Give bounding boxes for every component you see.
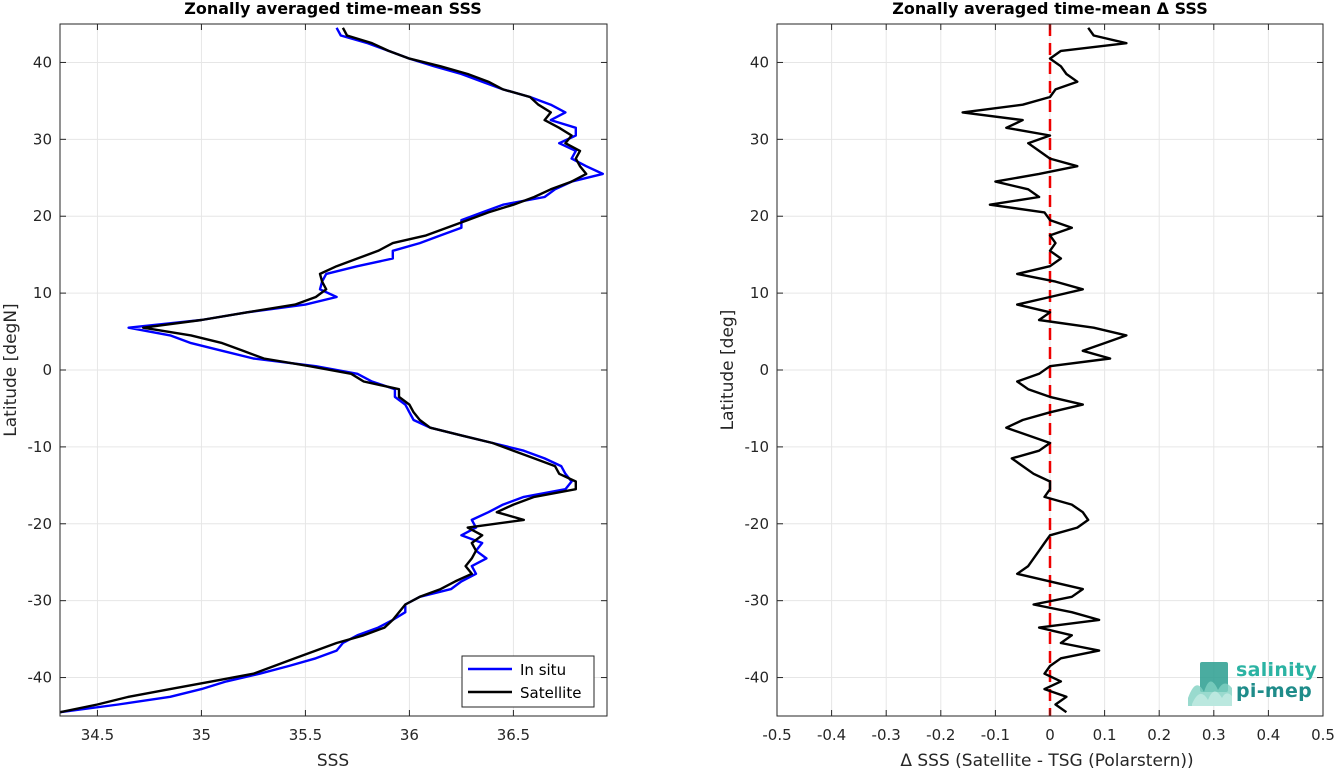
y-tick-label: -10 (28, 438, 53, 456)
logo-text-pi-mep: pi-mep (1236, 680, 1313, 702)
y-axis-label: Latitude [deg] (718, 310, 738, 431)
x-tick-label: 34.5 (81, 726, 114, 744)
salinity-pi-mep-logo: salinity pi-mep (1186, 658, 1326, 708)
x-tick-label: 35 (192, 726, 211, 744)
x-tick-label: -0.5 (762, 726, 791, 744)
x-tick-label: 0.1 (1093, 726, 1117, 744)
y-tick-label: 20 (33, 207, 52, 225)
y-tick-label: -30 (28, 592, 53, 610)
x-tick-label: 36.5 (497, 726, 530, 744)
y-tick-label: 40 (33, 53, 52, 71)
y-tick-label: 30 (33, 130, 52, 148)
logo-text-salinity: salinity (1236, 659, 1318, 681)
y-tick-label: -30 (745, 592, 770, 610)
x-tick-label: 0.5 (1311, 726, 1335, 744)
y-tick-label: 40 (750, 53, 769, 71)
chart-title: Zonally averaged time-mean SSS (184, 0, 482, 18)
x-tick-label: 0 (1045, 726, 1055, 744)
chart-delta-sss: -0.5 -0.4 -0.3 -0.2 -0.1 0 0.1 0.2 0.3 0.4 0.5 -40 -… (718, 0, 1335, 769)
y-tick-label: -20 (745, 515, 770, 533)
x-tick-label: 0.4 (1256, 726, 1280, 744)
series-group (60, 27, 604, 714)
series-line-satellite (60, 27, 588, 714)
y-tick-label: 0 (759, 361, 769, 379)
y-tick-label: 20 (750, 207, 769, 225)
x-tick-label: -0.3 (872, 726, 901, 744)
x-tick-label: 36 (400, 726, 419, 744)
series-group (961, 27, 1128, 714)
x-axis-label: SSS (317, 751, 349, 769)
y-tick-label: 10 (750, 284, 769, 302)
y-tick-label: 30 (750, 130, 769, 148)
y-tick-label: -40 (745, 669, 770, 687)
tick-labels: -0.5 -0.4 -0.3 -0.2 -0.1 0 0.1 0.2 0.3 0.4 0.5 -40 -… (745, 24, 1335, 744)
tick-labels: 34.5 35 35.5 36 36.5 -40 -30 -20 -10 0 10 20 30 40 (28, 24, 607, 744)
wave-icon (1188, 662, 1232, 706)
x-tick-label: 0.3 (1202, 726, 1226, 744)
y-tick-label: -20 (28, 515, 53, 533)
y-axis-label: Latitude [degN] (1, 303, 21, 436)
legend-label-satellite: Satellite (520, 684, 581, 702)
x-tick-label: 35.5 (289, 726, 322, 744)
x-tick-label: -0.1 (981, 726, 1010, 744)
x-tick-label: -0.4 (817, 726, 846, 744)
x-tick-label: -0.2 (926, 726, 955, 744)
x-tick-label: 0.2 (1147, 726, 1171, 744)
y-tick-label: -40 (28, 669, 53, 687)
chart-sss: 34.5 35 35.5 36 36.5 -40 -30 -20 -10 0 10 20 30 40 Zo… (1, 0, 608, 769)
y-tick-label: 10 (33, 284, 52, 302)
legend-label-in-situ: In situ (520, 661, 566, 679)
y-tick-label: -10 (745, 438, 770, 456)
x-axis-label: Δ SSS (Satellite - TSG (Polarstern)) (900, 751, 1193, 769)
legend-box (461, 655, 595, 708)
legend: In situ Satellite (461, 655, 595, 708)
chart-title: Zonally averaged time-mean Δ SSS (892, 0, 1208, 18)
series-line-delta-sss (961, 27, 1128, 714)
y-tick-label: 0 (42, 361, 52, 379)
